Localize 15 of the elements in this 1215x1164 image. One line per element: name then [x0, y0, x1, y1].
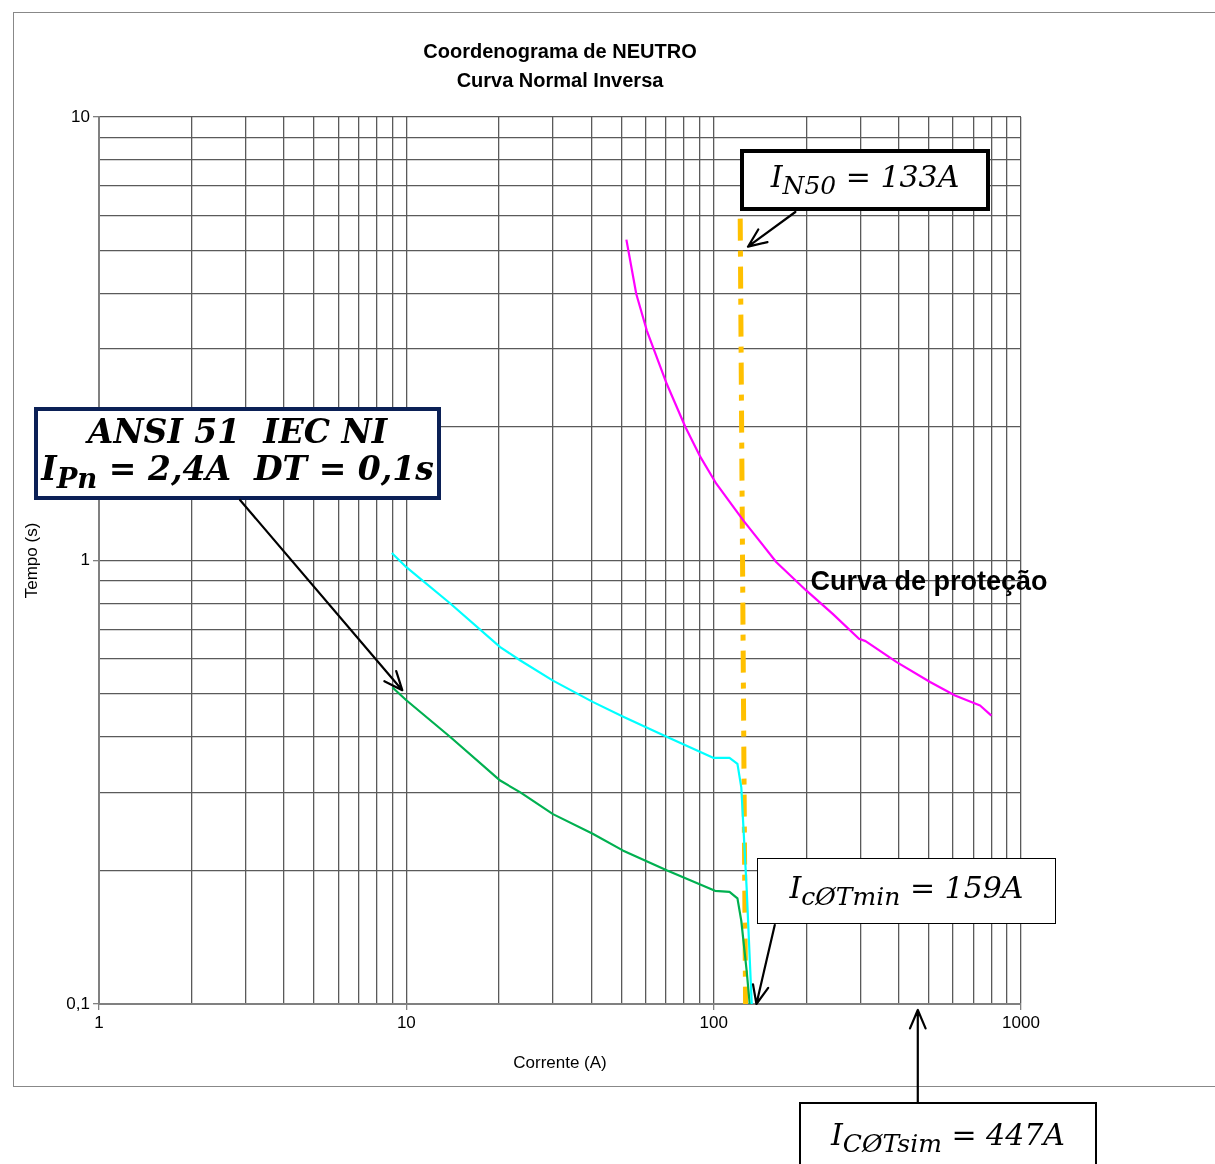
text: I$_{CØTsim}$ = 447A	[830, 1117, 1065, 1159]
chart-subtitle: Curva Normal Inversa	[456, 68, 665, 91]
x-tick-label: 1	[94, 1012, 104, 1032]
y-tick-label: 0,1	[66, 993, 90, 1013]
x-tick-label: 1000	[1002, 1012, 1040, 1032]
annotation: ANSI 51 IEC NI I$_{Pn}$ = 2,4A DT = 0,1s	[41, 412, 434, 494]
x-tick-label: 10	[396, 1012, 416, 1032]
x-tick-label: 100	[699, 1012, 728, 1032]
annotation: I$_{cØTmin}$ = 159A	[789, 870, 1024, 912]
y-tick-label: 10	[71, 106, 90, 126]
chart-title: Coordenograma de NEUTRO	[423, 39, 697, 62]
y-axis-title: Tempo (s)	[21, 522, 41, 599]
x-axis-title: Corrente (A)	[513, 1052, 607, 1072]
y-tick-label: 1	[80, 550, 90, 570]
annotation: I$_{N50}$ = 133A	[770, 159, 960, 201]
